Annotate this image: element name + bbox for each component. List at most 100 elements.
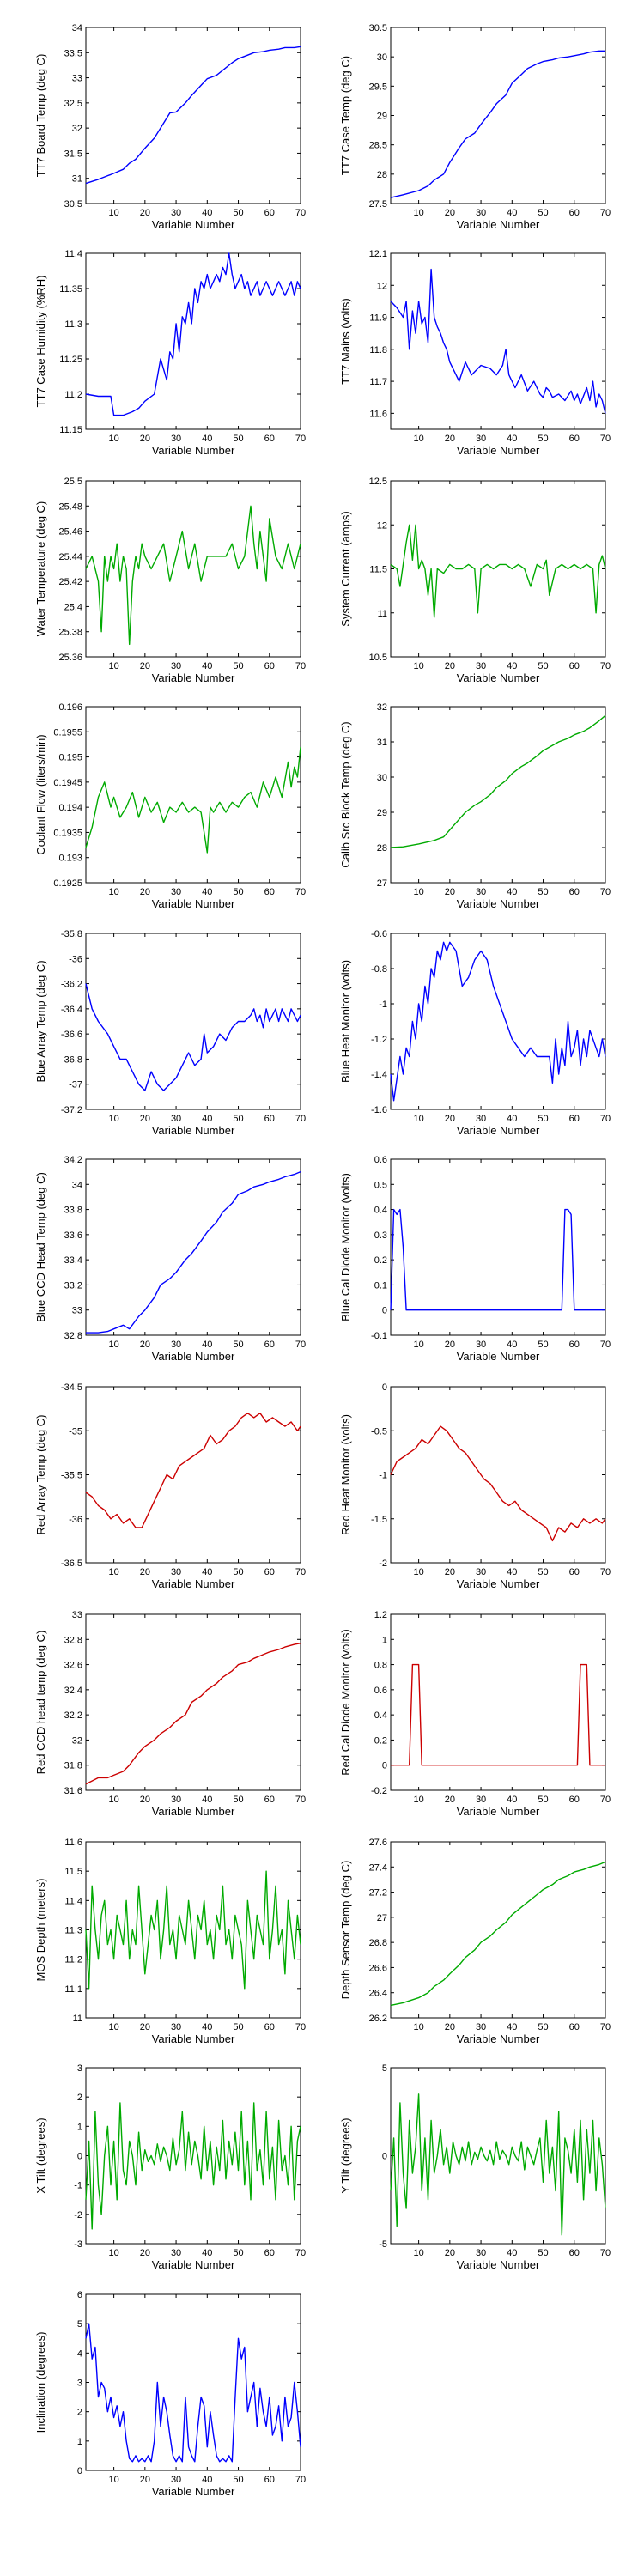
plot-frame: [85, 480, 301, 658]
y-tick-label: 32.6: [64, 1661, 82, 1671]
x-tick-label: 10: [413, 2022, 423, 2032]
x-tick-label: 20: [140, 434, 150, 444]
chart-12: -36.5 -36 -35.5 -35 -34.5 10 20 30 40 50 60 70 Varia…: [34, 1382, 306, 1590]
x-tick-label: 30: [476, 1340, 486, 1350]
y-tick-label: 25.36: [58, 653, 82, 663]
x-tick-label: 60: [569, 208, 580, 218]
x-tick-label: 30: [171, 1567, 181, 1577]
x-axis-label: Variable Number: [457, 1124, 540, 1137]
plot-frame: [85, 1841, 301, 2019]
x-tick-label: 10: [108, 1340, 118, 1350]
y-tick-label: 0: [77, 2152, 82, 2162]
x-tick-label: 40: [202, 434, 212, 444]
x-tick-label: 60: [264, 2022, 275, 2032]
chart-10: 32.8 33 33.2 33.4 33.6 33.8 34 34.2 10 20 30 40 50 60…: [34, 1155, 306, 1363]
y-tick-label: 1: [382, 1635, 387, 1645]
y-tick-label: 0: [382, 1306, 387, 1316]
y-tick-label: 30.5: [64, 199, 82, 210]
x-tick-label: 40: [202, 208, 212, 218]
x-tick-label: 10: [413, 1567, 423, 1577]
y-tick-label: 12: [377, 281, 387, 291]
x-tick-label: 60: [264, 2248, 275, 2258]
x-tick-label: 70: [295, 1114, 306, 1124]
y-tick-label: -2: [379, 1558, 387, 1569]
series-line: [390, 1861, 606, 2007]
x-tick-label: 20: [445, 2022, 455, 2032]
x-tick-label: 70: [295, 2022, 306, 2032]
y-tick-label: -1: [379, 999, 387, 1010]
y-tick-label: 11.15: [59, 425, 82, 435]
y-tick-label: 34: [72, 23, 82, 33]
x-axis-label: Variable Number: [152, 671, 235, 684]
series-line: [390, 524, 606, 618]
series-line: [85, 746, 301, 854]
chart-2: 11.15 11.2 11.25 11.3 11.35 11.4 10 20 30 40 50 60 7…: [34, 249, 306, 457]
x-tick-label: 70: [295, 2248, 306, 2258]
plot-frame: [390, 706, 606, 884]
chart-0: 30.5 31 31.5 32 32.5 33 33.5 34 10 20 30 40 50 60 70 Va…: [34, 23, 306, 231]
y-tick-label: 31.6: [64, 1786, 82, 1796]
x-tick-label: 30: [171, 1795, 181, 1805]
x-tick-label: 70: [295, 208, 306, 218]
x-tick-label: 30: [171, 434, 181, 444]
plot-frame: [85, 706, 301, 884]
x-tick-label: 60: [264, 2475, 275, 2485]
y-tick-label: -1: [379, 1471, 387, 1481]
x-tick-label: 30: [476, 1567, 486, 1577]
x-tick-label: 70: [295, 1795, 306, 1805]
y-axis-label: Blue Heat Monitor (volts): [339, 960, 352, 1083]
series-line: [85, 2323, 301, 2463]
y-tick-label: 32: [377, 702, 387, 713]
y-tick-label: 33.8: [64, 1206, 82, 1216]
x-axis-label: Variable Number: [152, 444, 235, 457]
y-tick-label: 11.4: [64, 1896, 82, 1906]
x-axis-label: Variable Number: [457, 218, 540, 231]
x-tick-label: 20: [445, 1567, 455, 1577]
series-line: [85, 505, 301, 646]
x-tick-label: 40: [507, 1114, 517, 1124]
x-tick-label: 70: [600, 2022, 611, 2032]
series-line: [390, 1208, 605, 1311]
y-tick-label: 27: [377, 878, 387, 889]
y-tick-label: 28: [377, 170, 387, 180]
y-tick-label: 0.6: [374, 1686, 387, 1696]
y-tick-label: 25.42: [58, 577, 82, 587]
y-axis-label: Inclination (degrees): [34, 2332, 47, 2433]
x-tick-label: 30: [476, 208, 486, 218]
x-tick-label: 30: [171, 2475, 181, 2485]
plot-frame: [85, 1386, 301, 1564]
x-tick-label: 30: [476, 887, 486, 897]
chart-15: -0.2 0 0.2 0.4 0.6 0.8 1 1.2 10 20 30 40 50 60 70 Varia…: [339, 1610, 611, 1818]
y-tick-label: 27.5: [369, 199, 387, 210]
y-tick-label: 11.35: [59, 284, 82, 295]
x-tick-label: 10: [413, 434, 423, 444]
series-line: [85, 1412, 301, 1528]
y-tick-label: 11.3: [64, 1926, 82, 1936]
y-tick-label: -5: [379, 2239, 387, 2250]
x-axis-label: Variable Number: [152, 218, 235, 231]
x-tick-label: 60: [569, 434, 580, 444]
y-tick-label: -1.4: [371, 1070, 387, 1080]
y-tick-label: -36: [69, 1515, 82, 1525]
x-axis-label: Variable Number: [152, 2485, 235, 2498]
y-tick-label: 0: [382, 1382, 387, 1393]
chart-14: 31.6 31.8 32 32.2 32.4 32.6 32.8 33 10 20 30 40 50 60…: [34, 1610, 306, 1818]
y-axis-label: System Current (amps): [339, 511, 352, 626]
x-tick-label: 10: [108, 2022, 118, 2032]
x-axis-label: Variable Number: [457, 1577, 540, 1590]
y-tick-label: 0.8: [374, 1661, 387, 1671]
x-tick-label: 10: [108, 1567, 118, 1577]
y-axis-label: Y Tilt (degrees): [339, 2118, 352, 2194]
y-tick-label: 32.4: [64, 1686, 82, 1696]
y-tick-label: 11.5: [369, 565, 387, 575]
x-tick-label: 10: [413, 1795, 423, 1805]
chart-17: 26.2 26.4 26.6 26.8 27 27.2 27.4 27.6 10 20 30 40 50…: [339, 1838, 611, 2045]
y-tick-label: -36.5: [61, 1558, 82, 1569]
y-axis-label: TT7 Case Temp (deg C): [339, 56, 352, 175]
y-tick-label: -0.8: [371, 964, 387, 975]
y-tick-label: 30.5: [369, 23, 387, 33]
plot-frame: [85, 2293, 301, 2471]
y-tick-label: -0.5: [371, 1426, 387, 1437]
y-tick-label: 25.46: [58, 527, 82, 538]
y-tick-label: 0.1935: [53, 828, 82, 838]
